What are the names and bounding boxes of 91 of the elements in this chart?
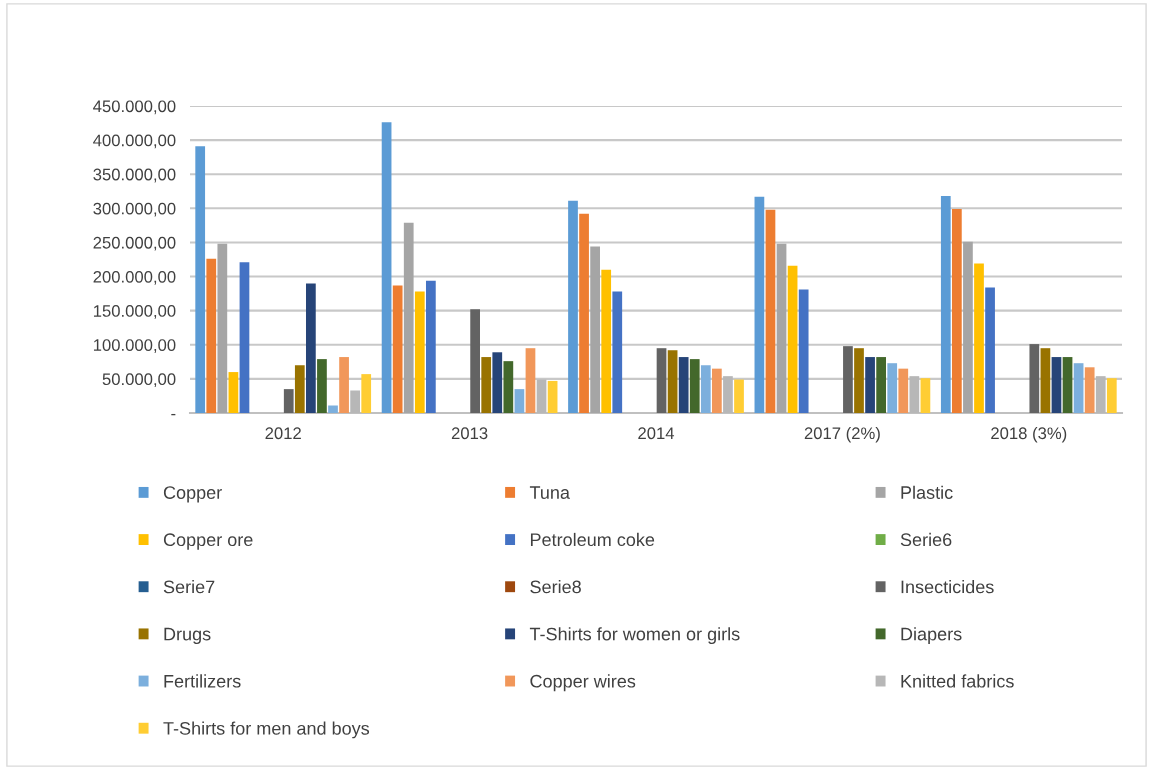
x-tick-label: 2014 [638,427,675,440]
bar [503,361,514,413]
bar [940,196,951,413]
bar [481,357,492,413]
x-tick-label: 2012 [265,427,301,440]
legend-label: Tuna [529,486,570,499]
bar [579,213,589,413]
bar [963,241,973,413]
legend-label: Copper [163,486,222,503]
bar [1062,357,1073,413]
bar [887,363,898,413]
y-tick-label: 150.000,00 [93,305,176,319]
bar [206,258,217,413]
bar [985,287,995,413]
legend-label: T-Shirts for women or girls [529,627,740,645]
bar [712,368,722,413]
bar [1051,357,1062,413]
bar [798,289,809,413]
bar [951,209,962,413]
legend-label: Drugs [164,627,211,645]
bar [361,374,372,413]
bar [765,209,776,413]
x-tick-label: 2017 (2%) [804,426,880,443]
bar [239,262,250,413]
legend-label: Copper ore [163,533,253,550]
legend-label: Fertilizers [164,674,241,688]
y-tick-label: 350.000,00 [93,168,176,183]
bar [920,378,931,413]
bar [601,269,612,413]
bar [843,346,853,413]
y-tick-label: - [171,413,176,416]
bar [865,357,875,413]
y-tick-label: 100.000,00 [93,339,176,353]
legend-label: Serie7 [163,580,215,594]
bar [283,389,294,413]
bar [854,348,864,413]
bar [492,352,503,413]
bar [876,357,887,413]
bar [776,243,787,413]
bar [689,359,700,413]
bar [403,222,414,413]
bar [381,122,392,413]
bar [1073,363,1084,413]
bar [1040,348,1051,413]
x-tick-label: 2018 (3%) [991,426,1067,443]
bar [898,368,909,413]
bar [514,389,525,413]
y-tick-label: 400.000,00 [93,134,176,149]
bar [525,348,536,413]
bar [470,309,480,413]
y-tick-label: 250.000,00 [93,236,176,251]
bar [787,265,798,413]
legend-label: Serie6 [900,532,952,547]
legend-label: Insecticides [901,580,994,594]
x-tick-label: 2013 [451,427,488,440]
legend-label: Serie8 [530,580,581,594]
bar [328,405,338,413]
y-tick-label: 50.000,00 [102,373,176,388]
bar [754,196,765,413]
legend-label: Copper wires [530,674,636,692]
legend-label: Petroleum coke [530,532,655,547]
bar [700,365,711,413]
bar [667,350,678,413]
bar [425,280,436,413]
bar [734,379,744,413]
bar [547,380,558,413]
bar [590,246,600,413]
legend-label: Diapers [901,627,962,645]
bar [306,283,316,413]
legend-label: Knitted fabrics [901,674,1014,688]
bar [228,372,239,413]
bar [612,291,623,413]
y-tick-label: 200.000,00 [93,270,176,285]
bar [568,200,578,413]
bar [678,357,689,413]
bar [294,365,305,413]
bar [195,146,206,413]
bar [974,263,984,413]
y-tick-label: 300.000,00 [93,202,176,217]
bar [392,285,403,413]
bar [339,357,349,413]
bar [1106,378,1117,413]
legend-label: T-Shirts for men and boys [163,721,370,739]
bar [1029,344,1040,413]
bar [414,291,425,413]
legend-label: Plastic [901,485,953,499]
bar [656,348,667,413]
bar [317,359,327,413]
bar [1084,367,1095,413]
y-tick-label: 450.000,00 [93,100,176,115]
bar [217,243,228,413]
